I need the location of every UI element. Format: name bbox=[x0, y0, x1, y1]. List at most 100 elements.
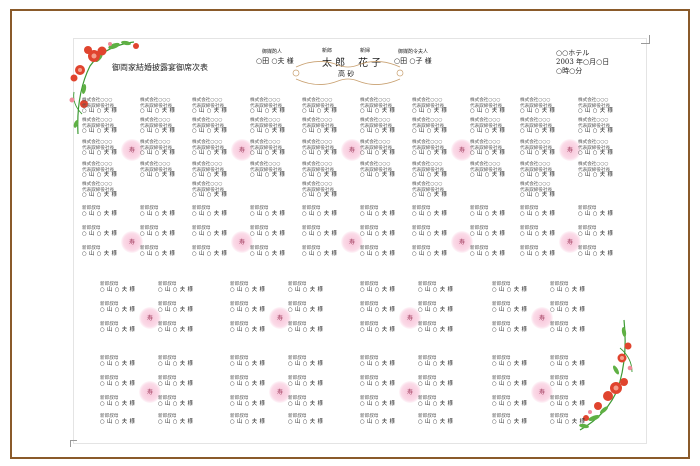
guest-name: ○ 山 ○ 夫 様 bbox=[412, 230, 448, 237]
guest-title: 代表取締役社長 bbox=[520, 167, 553, 173]
guest-affiliation: 新郎叔母 bbox=[288, 302, 307, 307]
guest-name: ○ 山 ○ 夫 様 bbox=[192, 192, 228, 199]
guest-affiliation: 新郎叔母 bbox=[492, 302, 511, 307]
guest-affiliation: 新郎叔母 bbox=[360, 246, 379, 251]
guest-name: ○ 山 ○ 夫 様 bbox=[230, 418, 266, 425]
guest-seat: 新郎叔母 ○ 山 ○ 夫 様 bbox=[360, 322, 395, 333]
guest-name: ○ 山 ○ 夫 様 bbox=[192, 172, 228, 179]
guest-seat: 新郎叔母 ○ 山 ○ 夫 様 bbox=[412, 226, 447, 237]
guest-affiliation: 新郎叔母 bbox=[578, 246, 597, 251]
guest-seat: 新郎叔母 ○ 山 ○ 夫 様 bbox=[288, 376, 323, 387]
guest-affiliation: 新郎叔母 bbox=[520, 226, 539, 231]
guest-title: 代表取締役社長 bbox=[470, 123, 503, 129]
guest-affiliation: 株式会社○○○ bbox=[82, 98, 113, 103]
guest-affiliation: 新郎叔母 bbox=[100, 302, 119, 307]
guest-seat: 株式会社○○○ 代表取締役社長 ○ 山 ○ 夫 様 bbox=[250, 118, 285, 135]
guest-affiliation: 新郎叔母 bbox=[412, 206, 431, 211]
guest-title: 代表取締役社長 bbox=[520, 103, 553, 109]
guest-name: ○ 山 ○ 夫 様 bbox=[140, 150, 176, 157]
guest-affiliation: 新郎叔母 bbox=[418, 282, 437, 287]
guest-affiliation: 新郎叔母 bbox=[412, 226, 431, 231]
guest-seat: 新郎叔母 ○ 山 ○ 夫 様 bbox=[360, 396, 395, 407]
guest-seat: 新郎叔母 ○ 山 ○ 夫 様 bbox=[578, 226, 613, 237]
table-marker: 寿 bbox=[399, 381, 421, 403]
guest-affiliation: 新郎叔母 bbox=[192, 226, 211, 231]
guest-affiliation: 新郎叔母 bbox=[418, 396, 437, 401]
guest-name: ○ 山 ○ 夫 様 bbox=[302, 230, 338, 237]
guest-seat: 新郎叔母 ○ 山 ○ 夫 様 bbox=[550, 414, 585, 425]
guest-title: 代表取締役社長 bbox=[250, 103, 283, 109]
guest-name: ○ 山 ○ 夫 様 bbox=[418, 326, 454, 333]
guest-name: ○ 山 ○ 夫 様 bbox=[82, 150, 118, 157]
guest-affiliation: 新郎叔母 bbox=[100, 282, 119, 287]
guest-seat: 株式会社○○○ 代表取締役社長 ○ 山 ○ 夫 様 bbox=[412, 162, 447, 179]
guest-seat: 株式会社○○○ 代表取締役社長 ○ 山 ○ 夫 様 bbox=[520, 140, 555, 157]
guest-affiliation: 株式会社○○○ bbox=[140, 98, 171, 103]
guest-seat: 新郎叔母 ○ 山 ○ 夫 様 bbox=[418, 322, 453, 333]
guest-seat: 新郎叔母 ○ 山 ○ 夫 様 bbox=[140, 246, 175, 257]
guest-name: ○ 山 ○ 夫 様 bbox=[412, 128, 448, 135]
guest-seat: 新郎叔母 ○ 山 ○ 夫 様 bbox=[288, 282, 323, 293]
guest-seat: 新郎叔母 ○ 山 ○ 夫 様 bbox=[230, 302, 265, 313]
guest-affiliation: 新郎叔母 bbox=[230, 322, 249, 327]
guest-affiliation: 新郎叔母 bbox=[100, 322, 119, 327]
guest-seat: 新郎叔母 ○ 山 ○ 夫 様 bbox=[578, 206, 613, 217]
guest-affiliation: 新郎叔母 bbox=[140, 226, 159, 231]
guest-name: ○ 山 ○ 夫 様 bbox=[100, 400, 136, 407]
guest-affiliation: 新郎叔母 bbox=[192, 246, 211, 251]
guest-seat: 新郎叔母 ○ 山 ○ 夫 様 bbox=[302, 246, 337, 257]
guest-affiliation: 株式会社○○○ bbox=[360, 162, 391, 167]
guest-title: 代表取締役社長 bbox=[578, 123, 611, 129]
guest-name: ○ 山 ○ 夫 様 bbox=[492, 306, 528, 313]
guest-name: ○ 山 ○ 夫 様 bbox=[418, 380, 454, 387]
guest-name: ○ 山 ○ 夫 様 bbox=[140, 230, 176, 237]
guest-affiliation: 新郎叔母 bbox=[418, 376, 437, 381]
guest-affiliation: 新郎叔母 bbox=[82, 206, 101, 211]
guest-seat: 新郎叔母 ○ 山 ○ 夫 様 bbox=[158, 414, 193, 425]
guest-name: ○ 山 ○ 夫 様 bbox=[492, 400, 528, 407]
guest-name: ○ 山 ○ 夫 様 bbox=[250, 150, 286, 157]
guest-seat: 新郎叔母 ○ 山 ○ 夫 様 bbox=[100, 376, 135, 387]
guest-seat: 株式会社○○○ 代表取締役社長 ○ 山 ○ 夫 様 bbox=[412, 182, 447, 199]
guest-seat: 新郎叔母 ○ 山 ○ 夫 様 bbox=[100, 396, 135, 407]
table-marker: 寿 bbox=[139, 307, 161, 329]
guest-affiliation: 新郎叔母 bbox=[100, 376, 119, 381]
guest-seat: 株式会社○○○ 代表取締役社長 ○ 山 ○ 夫 様 bbox=[302, 162, 337, 179]
guest-name: ○ 山 ○ 夫 様 bbox=[578, 128, 614, 135]
table-marker: 寿 bbox=[531, 381, 553, 403]
guest-name: ○ 山 ○ 夫 様 bbox=[418, 418, 454, 425]
document-title: 御両家結婚披露宴御席次表 bbox=[112, 63, 208, 72]
guest-seat: 新郎叔母 ○ 山 ○ 夫 様 bbox=[360, 356, 395, 367]
guest-seat: 株式会社○○○ 代表取締役社長 ○ 山 ○ 夫 様 bbox=[192, 162, 227, 179]
guest-seat: 新郎叔母 ○ 山 ○ 夫 様 bbox=[288, 414, 323, 425]
guest-affiliation: 株式会社○○○ bbox=[412, 182, 443, 187]
guest-title: 代表取締役社長 bbox=[302, 123, 335, 129]
guest-seat: 新郎叔母 ○ 山 ○ 夫 様 bbox=[158, 356, 193, 367]
guest-affiliation: 新郎叔母 bbox=[288, 396, 307, 401]
guest-seat: 株式会社○○○ 代表取締役社長 ○ 山 ○ 夫 様 bbox=[82, 162, 117, 179]
guest-affiliation: 新郎叔母 bbox=[360, 356, 379, 361]
table-marker: 寿 bbox=[559, 231, 581, 253]
guest-name: ○ 山 ○ 夫 様 bbox=[550, 360, 586, 367]
guest-affiliation: 株式会社○○○ bbox=[250, 118, 281, 123]
guest-name: ○ 山 ○ 夫 様 bbox=[412, 210, 448, 217]
venue-date: 2003 年○月○日 bbox=[556, 58, 610, 66]
guest-name: ○ 山 ○ 夫 様 bbox=[100, 326, 136, 333]
guest-seat: 新郎叔母 ○ 山 ○ 夫 様 bbox=[82, 246, 117, 257]
guest-seat: 新郎叔母 ○ 山 ○ 夫 様 bbox=[100, 414, 135, 425]
guest-name: ○ 山 ○ 夫 様 bbox=[250, 108, 286, 115]
guest-seat: 新郎叔母 ○ 山 ○ 夫 様 bbox=[140, 206, 175, 217]
guest-name: ○ 山 ○ 夫 様 bbox=[302, 172, 338, 179]
guest-title: 代表取締役社長 bbox=[192, 167, 225, 173]
guest-name: ○ 山 ○ 夫 様 bbox=[418, 400, 454, 407]
guest-seat: 新郎叔母 ○ 山 ○ 夫 様 bbox=[230, 322, 265, 333]
table-mark-label: 寿 bbox=[538, 389, 545, 396]
guest-seat: 株式会社○○○ 代表取締役社長 ○ 山 ○ 夫 様 bbox=[470, 140, 505, 157]
guest-affiliation: 株式会社○○○ bbox=[412, 118, 443, 123]
guest-title: 代表取締役社長 bbox=[412, 187, 445, 193]
crop-mark-bottom-left bbox=[70, 440, 77, 447]
guest-name: ○ 山 ○ 夫 様 bbox=[100, 360, 136, 367]
guest-title: 代表取締役社長 bbox=[520, 145, 553, 151]
guest-title: 代表取締役社長 bbox=[412, 167, 445, 173]
guest-name: ○ 山 ○ 夫 様 bbox=[250, 230, 286, 237]
